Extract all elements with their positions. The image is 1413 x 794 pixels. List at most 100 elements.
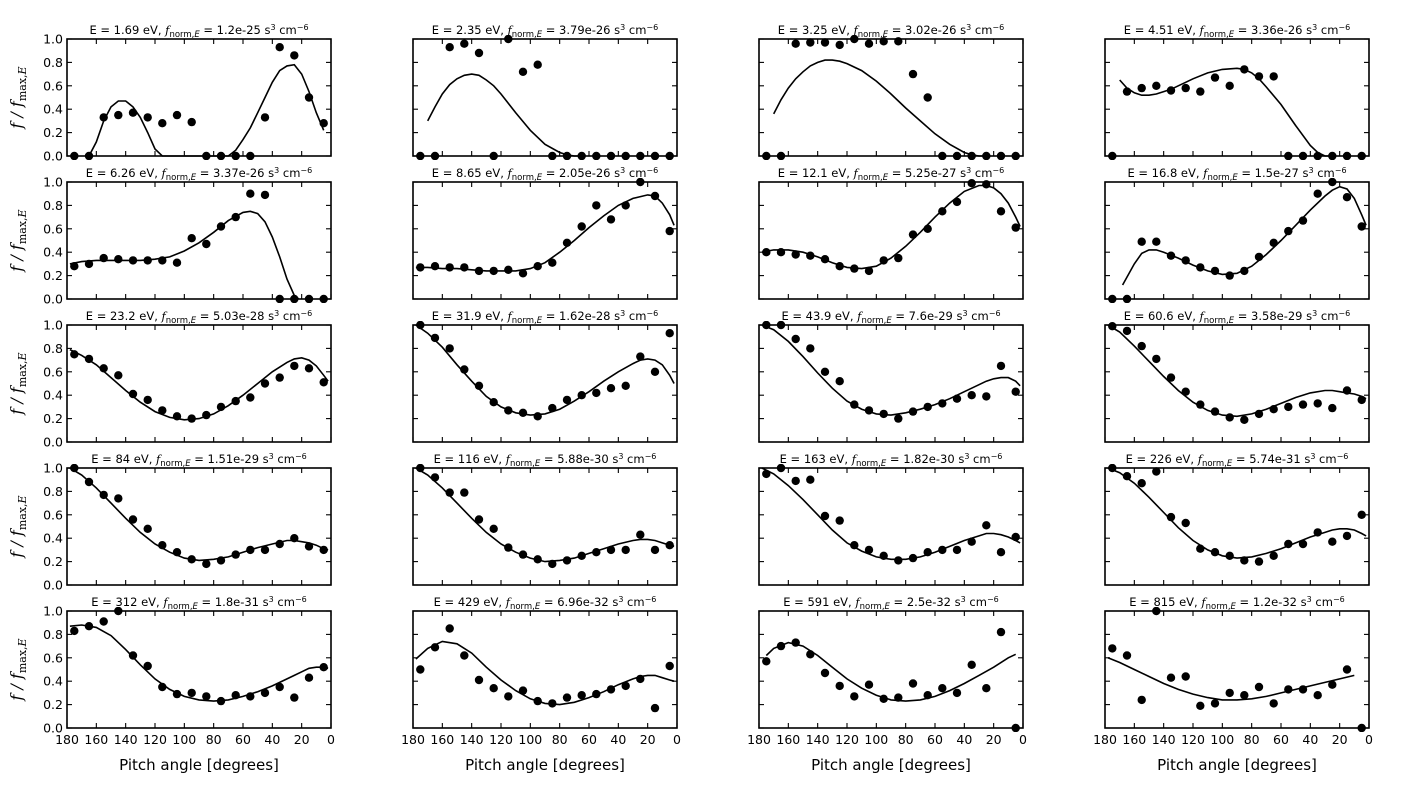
y-axis-label: f / fmax,E: [7, 495, 29, 558]
data-point: [1269, 72, 1278, 81]
data-point: [864, 545, 874, 555]
data-point: [562, 693, 572, 702]
axes-frame: [66, 467, 332, 586]
data-point: [187, 414, 196, 423]
data-point: [650, 703, 660, 713]
panel-13: E = 84 eV, fnorm,E = 1.51e-29 s3 cm−6 0.0…: [7, 452, 332, 593]
data-point: [319, 663, 328, 672]
x-tick-label: 80: [552, 732, 568, 747]
data-point: [938, 207, 947, 216]
data-point: [246, 545, 255, 555]
data-point: [430, 262, 440, 271]
x-axis-label: Pitch angle [degrees]: [1157, 756, 1317, 774]
y-axis-label: f / fmax,E: [7, 66, 29, 129]
data-point: [1225, 688, 1234, 698]
data-point: [850, 264, 859, 273]
data-point: [879, 409, 888, 419]
data-point: [621, 681, 630, 691]
y-tick-label: 1.0: [43, 604, 63, 619]
data-point: [820, 38, 830, 47]
data-point: [762, 469, 771, 479]
data-point: [1284, 226, 1293, 236]
data-point: [894, 693, 903, 702]
panel-18: E = 429 eV, fnorm,E = 6.96e-32 s3 cm−6 18…: [401, 595, 681, 774]
panel-title: E = 60.6 eV, fnorm,E = 3.58e-29 s3 cm−6: [1124, 309, 1350, 326]
data-point: [216, 696, 226, 706]
panel-3: E = 3.25 eV, fnorm,E = 3.02e-26 s3 cm−6: [758, 23, 1024, 160]
data-point: [650, 545, 660, 555]
data-point: [172, 110, 182, 120]
y-tick-label: 0.0: [43, 578, 63, 593]
panel-1: E = 1.69 eV, fnorm,E = 1.2e-25 s3 cm−6 0.…: [7, 23, 332, 164]
panel-title: E = 31.9 eV, fnorm,E = 1.62e-28 s3 cm−6: [432, 309, 658, 326]
x-tick-label: 100: [864, 732, 888, 747]
data-point: [1196, 544, 1205, 553]
x-tick-label: 40: [956, 732, 972, 747]
data-point: [216, 556, 226, 565]
data-point: [518, 269, 528, 278]
panel-title: E = 23.2 eV, fnorm,E = 5.03e-28 s3 cm−6: [86, 309, 312, 326]
x-tick-label: 60: [581, 732, 597, 747]
data-point: [445, 488, 454, 497]
data-point: [143, 113, 152, 122]
data-point: [1152, 467, 1161, 476]
fit-line: [69, 624, 329, 702]
data-point: [99, 617, 108, 626]
data-point: [621, 381, 630, 390]
fit-line: [761, 324, 1021, 416]
panel-14: E = 116 eV, fnorm,E = 5.88e-30 s3 cm−6: [412, 452, 678, 586]
data-point: [172, 548, 182, 557]
data-point: [923, 224, 932, 233]
data-point: [99, 253, 108, 263]
data-point: [504, 692, 513, 701]
data-point: [908, 230, 918, 239]
data-point: [275, 539, 284, 549]
panel-10: E = 31.9 eV, fnorm,E = 1.62e-28 s3 cm−6: [412, 309, 678, 443]
axes-frame: [1104, 610, 1370, 729]
y-tick-label: 1.0: [43, 32, 63, 47]
data-point: [533, 555, 542, 564]
x-tick-label: 80: [898, 732, 914, 747]
data-point: [474, 266, 484, 276]
data-point: [665, 541, 674, 550]
data-point: [577, 391, 586, 400]
y-tick-label: 0.2: [43, 411, 63, 426]
data-point: [806, 475, 815, 484]
fit-line: [761, 184, 1021, 270]
axes-frame: [1104, 324, 1370, 443]
y-tick-label: 0.8: [43, 55, 63, 70]
data-point: [791, 476, 800, 486]
y-tick-label: 0.0: [43, 721, 63, 736]
axes-frame: [412, 324, 678, 443]
data-point: [850, 692, 859, 701]
x-tick-label: 60: [927, 732, 943, 747]
axes-frame: [758, 181, 1024, 300]
panel-8: E = 16.8 eV, fnorm,E = 1.5e-27 s3 cm−6: [1104, 166, 1370, 303]
x-tick-label: 0: [1019, 732, 1027, 747]
data-point: [533, 412, 542, 421]
data-point: [1240, 65, 1249, 74]
data-point: [621, 545, 630, 555]
data-point: [1122, 651, 1132, 660]
data-point: [1196, 87, 1205, 96]
axes-frame: [758, 467, 1024, 586]
data-point: [1298, 400, 1308, 409]
x-tick-label: 40: [264, 732, 280, 747]
x-axis-label: Pitch angle [degrees]: [465, 756, 625, 774]
data-point: [665, 661, 674, 671]
data-point: [636, 530, 645, 539]
data-point: [504, 265, 513, 274]
x-tick-label: 80: [206, 732, 222, 747]
data-point: [1152, 354, 1161, 364]
data-point: [504, 543, 513, 552]
fit-line: [1119, 67, 1333, 157]
panel-4: E = 4.51 eV, fnorm,E = 3.36e-26 s3 cm−6: [1104, 23, 1370, 160]
data-point: [820, 255, 830, 264]
data-point: [1181, 387, 1190, 396]
data-point: [172, 258, 182, 267]
data-point: [474, 48, 484, 58]
data-point: [762, 248, 771, 257]
x-tick-label: 40: [610, 732, 626, 747]
data-point: [1137, 695, 1146, 705]
data-point: [445, 344, 454, 353]
